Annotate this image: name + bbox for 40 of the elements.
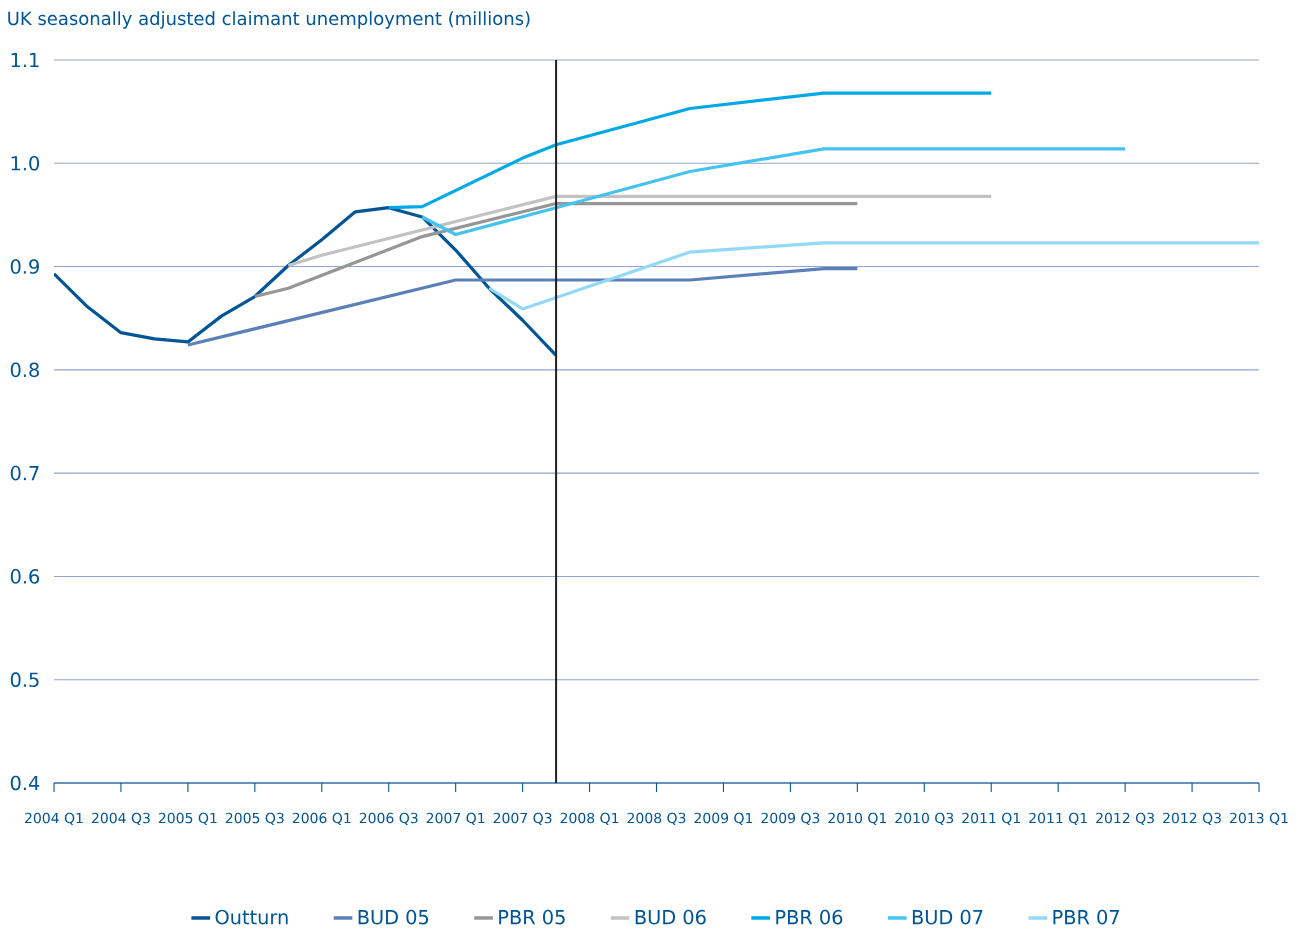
x-tick-label: 2009 Q3 [761, 812, 820, 825]
legend-label: PBR 07 [1053, 909, 1119, 925]
line-series [387, 91, 993, 210]
x-tick-label: 2013 Q1 [1230, 812, 1288, 825]
x-tick-label: 2005 Q3 [225, 812, 284, 825]
legend-label: BUD 05 [358, 909, 429, 925]
x-tick-label: 2012 Q3 [1163, 812, 1221, 825]
x-tick-label: 2011 Q1 [962, 812, 1020, 825]
x-tick-label: 2012 Q3 [1096, 812, 1154, 825]
y-tick-label: 0.7 [10, 465, 39, 481]
x-tick-label: 2009 Q1 [694, 812, 753, 825]
x-tick-label: 2007 Q3 [493, 812, 552, 825]
y-tick-label: 1.0 [11, 155, 40, 171]
x-tick-label: 2010 Q1 [828, 812, 887, 825]
legend-label: PBR 05 [499, 909, 565, 925]
y-tick-label: 0.6 [10, 569, 40, 584]
x-tick-label: 2004 Q3 [91, 812, 150, 825]
x-tick-label: 2007 Q1 [426, 812, 485, 825]
legend-label: BUD 06 [635, 909, 706, 925]
x-tick-label: 2008 Q3 [627, 812, 686, 825]
y-tick-label: 0.4 [10, 775, 40, 791]
x-tick-label: 2005 Q1 [158, 812, 217, 825]
legend-label: BUD 07 [912, 909, 983, 925]
y-tick-label: 0.5 [10, 672, 39, 688]
y-tick-label: 1.1 [11, 52, 39, 68]
legend-label: Outturn [215, 909, 288, 925]
x-tick-label: 2010 Q3 [895, 812, 954, 825]
line-series [487, 241, 1260, 311]
y-tick-label: 0.9 [10, 259, 39, 274]
y-axis-title: UK seasonally adjusted claimant unemployment (millions) [8, 11, 530, 29]
x-tick-label: 2008 Q1 [560, 812, 619, 825]
y-tick-label: 0.8 [10, 362, 39, 378]
line-series [54, 206, 558, 357]
x-tick-label: 2006 Q3 [359, 812, 418, 825]
legend-label: PBR 06 [776, 909, 843, 925]
x-tick-label: 2006 Q1 [292, 812, 351, 825]
x-tick-label: 2011 Q1 [1029, 812, 1087, 825]
line-series [253, 201, 859, 299]
line-series [420, 147, 1127, 237]
x-tick-label: 2004 Q1 [25, 812, 83, 825]
